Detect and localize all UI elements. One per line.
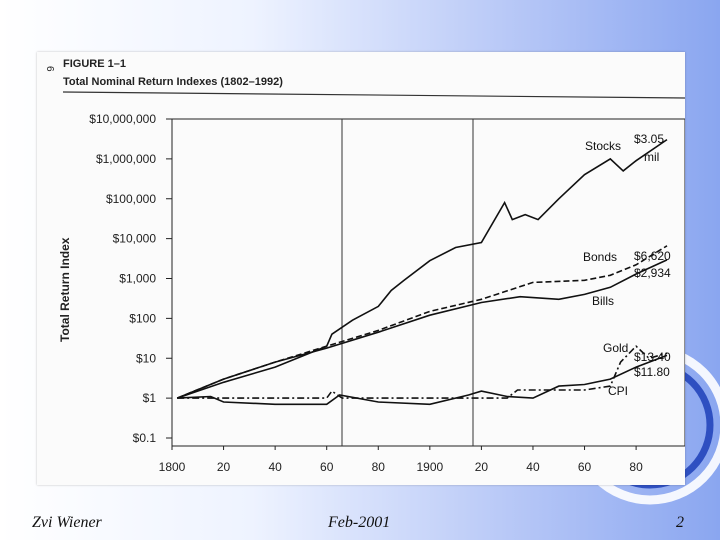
series-name-bonds: Bonds — [583, 250, 617, 264]
x-tick-label: 60 — [320, 460, 334, 474]
x-axis: 1800 20 40 60 80 1900 20 40 60 80 — [159, 446, 643, 474]
header-rule — [62, 91, 686, 99]
series-line-gold — [177, 345, 668, 399]
series-name-cpi: CPI — [608, 384, 628, 398]
x-tick-label: 80 — [629, 460, 643, 474]
series-name-stocks: Stocks — [585, 139, 621, 153]
x-tick-label: 40 — [526, 460, 540, 474]
y-tick-label: $10,000,000 — [89, 112, 156, 126]
y-tick-label: $10,000 — [113, 232, 157, 246]
series-line-cpi — [177, 354, 668, 406]
series-group — [176, 138, 668, 406]
y-axis: $0.1 $1 $10 $100 $1,000 $10,000 $100,000 $1,000… — [89, 112, 172, 445]
series-line-stocks — [176, 138, 668, 399]
x-tick-label: 60 — [578, 460, 592, 474]
series-end-value-bills: $2,934 — [634, 266, 671, 280]
series-labels: Stocks $3.05 mil Bonds $6,620 Bills $2,934 Gold… — [583, 132, 671, 398]
x-tick-label: 20 — [217, 460, 231, 474]
page-number-rotated: 6 — [44, 66, 55, 72]
figure-label: FIGURE 1–1 — [63, 58, 126, 70]
return-index-chart: 6 FIGURE 1–1 Total Nominal Return Indexe… — [44, 58, 686, 474]
series-end-value-bonds: $6,620 — [634, 249, 671, 263]
y-axis-label: Total Return Index — [58, 237, 72, 342]
series-end-value-stocks-unit: mil — [644, 150, 659, 164]
y-tick-label: $100,000 — [106, 192, 156, 206]
series-end-value-stocks: $3.05 — [634, 132, 664, 146]
series-name-bills: Bills — [592, 294, 614, 308]
x-tick-label: 80 — [372, 460, 386, 474]
y-tick-label: $1 — [143, 391, 157, 405]
y-tick-label: $10 — [136, 351, 156, 365]
footer-author: Zvi Wiener — [32, 514, 102, 531]
series-line-bills — [176, 259, 668, 399]
y-tick-label: $100 — [129, 311, 156, 325]
slide-number: 2 — [676, 514, 684, 531]
chart-title: Total Nominal Return Indexes (1802–1992) — [63, 76, 283, 88]
y-tick-label: $1,000,000 — [96, 152, 156, 166]
x-tick-label: 20 — [475, 460, 489, 474]
y-tick-label: $0.1 — [133, 431, 157, 445]
series-end-value-cpi: $11.80 — [634, 365, 670, 379]
series-line-bonds — [176, 245, 668, 399]
y-tick-label: $1,000 — [119, 272, 156, 286]
x-tick-label: 1900 — [416, 460, 443, 474]
x-tick-label: 1800 — [159, 460, 186, 474]
scanned-figure: 6 FIGURE 1–1 Total Nominal Return Indexe… — [37, 52, 686, 485]
series-end-value-gold: $13.40 — [634, 350, 671, 364]
x-tick-label: 40 — [268, 460, 282, 474]
series-name-gold: Gold — [603, 341, 628, 355]
footer-date: Feb-2001 — [328, 514, 391, 531]
